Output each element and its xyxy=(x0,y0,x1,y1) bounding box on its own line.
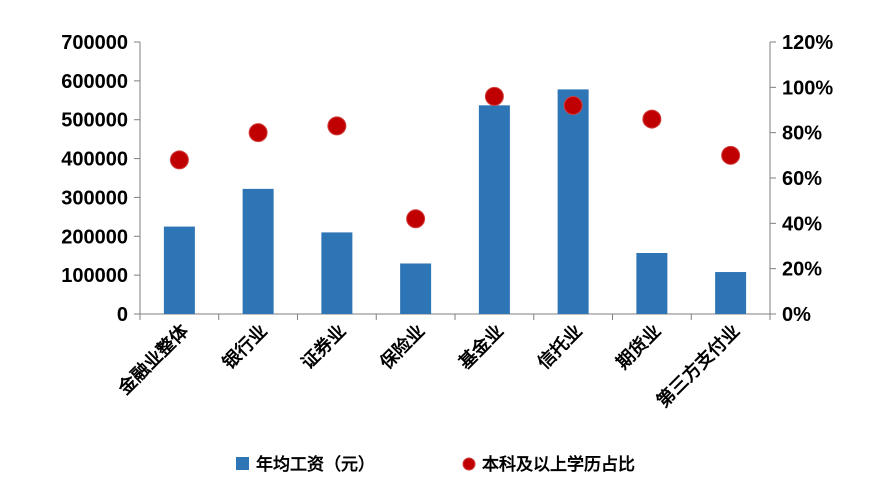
dot-series xyxy=(169,86,741,229)
bar xyxy=(478,105,510,314)
left-axis-tick-label: 500000 xyxy=(61,110,128,132)
bar xyxy=(636,252,668,314)
right-axis-tick-label: 100% xyxy=(782,77,833,99)
bar xyxy=(242,188,274,314)
dot xyxy=(169,150,189,170)
right-axis-tick-label: 40% xyxy=(782,213,822,235)
bar-series xyxy=(163,89,747,314)
category-label: 证券业 xyxy=(297,320,351,374)
left-axis-tick-label: 100000 xyxy=(61,265,128,287)
left-axis-tick-label: 700000 xyxy=(61,32,128,54)
category-label: 第三方支付业 xyxy=(652,320,744,412)
bar xyxy=(400,263,432,314)
left-axis-ticks: 0 100000 200000 300000 400000 500000 600000 700… xyxy=(61,32,140,326)
bar xyxy=(715,272,747,314)
left-axis-tick-label: 400000 xyxy=(61,149,128,171)
dot xyxy=(327,116,347,136)
legend-label-dot: 本科及以上学历占比 xyxy=(482,454,635,475)
dot xyxy=(563,95,583,115)
dot xyxy=(642,109,662,129)
right-axis-ticks: 0% 20% 40% 60% 80% 100% 120% xyxy=(770,32,833,326)
category-label: 信托业 xyxy=(533,320,587,374)
right-axis-tick-label: 0% xyxy=(782,304,811,326)
dot xyxy=(248,123,268,143)
bar xyxy=(557,89,589,314)
legend-swatch-dot xyxy=(462,457,476,471)
legend: 年均工资（元） 本科及以上学历占比 xyxy=(236,454,635,475)
left-axis-tick-label: 600000 xyxy=(61,71,128,93)
left-axis-tick-label: 200000 xyxy=(61,226,128,248)
right-axis-tick-label: 120% xyxy=(782,32,833,54)
left-axis-tick-label: 0 xyxy=(117,304,128,326)
legend-label-bar: 年均工资（元） xyxy=(256,454,375,475)
category-label: 基金业 xyxy=(453,320,507,374)
dot xyxy=(721,145,741,165)
right-axis-tick-label: 60% xyxy=(782,168,822,190)
bar xyxy=(163,226,195,314)
category-label: 金融业整体 xyxy=(113,319,194,400)
left-axis-tick-label: 300000 xyxy=(61,187,128,209)
category-label: 期货业 xyxy=(612,320,666,374)
dot xyxy=(406,209,426,229)
category-label: 保险业 xyxy=(375,320,429,374)
axes xyxy=(139,42,771,320)
dot xyxy=(484,86,504,106)
category-label: 银行业 xyxy=(218,320,272,374)
legend-swatch-bar xyxy=(236,457,249,470)
bar xyxy=(321,232,353,314)
right-axis-tick-label: 80% xyxy=(782,123,822,145)
right-axis-tick-label: 20% xyxy=(782,259,822,281)
